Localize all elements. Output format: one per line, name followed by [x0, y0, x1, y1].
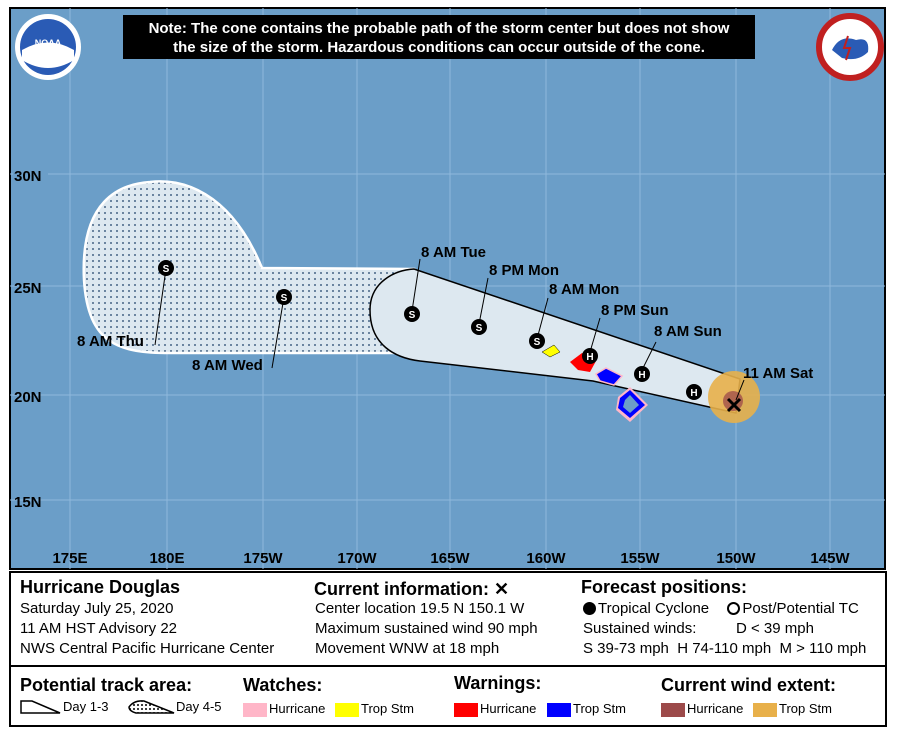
- lon-label-175e: 175E: [52, 550, 87, 567]
- marker-8am-thu: S: [158, 260, 174, 276]
- post-tc-label: Post/Potential TC: [742, 600, 859, 617]
- label-8am-sun: 8 AM Sun: [654, 323, 722, 340]
- label-8pm-sun: 8 PM Sun: [601, 302, 669, 319]
- lon-label-175w: 175W: [243, 550, 283, 567]
- marker-8pm-sun: H: [582, 348, 598, 364]
- noaa-logo: NOAA: [15, 14, 81, 80]
- lat-label-30n: 30N: [14, 168, 42, 185]
- watch-tropstm-swatch: [335, 703, 359, 717]
- warning-tropstm-maui: [594, 367, 624, 386]
- marker-symbol: S: [163, 264, 170, 275]
- wind-tropstm-swatch: [753, 703, 777, 717]
- storm-name: Hurricane Douglas: [20, 577, 181, 597]
- depression-label: D < 39 mph: [736, 620, 814, 637]
- noaa-logo-text: NOAA: [35, 38, 62, 48]
- forecast-positions-title: Forecast positions:: [581, 577, 748, 597]
- nws-logo: [816, 13, 884, 81]
- watch-tropstm-niihau: [541, 344, 561, 358]
- lon-label-170w: 170W: [337, 550, 377, 567]
- marker-symbol: H: [586, 352, 593, 363]
- label-8am-mon: 8 AM Mon: [549, 281, 619, 298]
- watch-hurricane-swatch: [243, 703, 267, 717]
- current-location: Center location 19.5 N 150.1 W: [315, 600, 525, 617]
- wind-hurricane-label: Hurricane: [687, 701, 744, 716]
- lon-label-145w: 145W: [810, 550, 850, 567]
- forecast-legend-row: Tropical Cyclone Post/Potential TC: [583, 600, 859, 617]
- warn-hurricane-label: Hurricane: [480, 701, 537, 716]
- label-8pm-mon: 8 PM Mon: [489, 262, 559, 279]
- marker-symbol: S: [409, 310, 416, 321]
- panel-divider: [11, 665, 885, 667]
- label-11am-sat: 11 AM Sat: [743, 365, 813, 382]
- tropical-cyclone-icon: [583, 602, 596, 615]
- lon-label-155w: 155W: [620, 550, 660, 567]
- current-position-x-icon: [726, 397, 742, 413]
- storm-date: Saturday July 25, 2020: [20, 600, 174, 617]
- marker-8pm-mon: S: [471, 319, 487, 335]
- warn-tropstm-swatch: [547, 703, 571, 717]
- marker-12: H: [686, 384, 702, 400]
- label-8am-thu: 8 AM Thu: [77, 333, 144, 350]
- wind-tropstm-label: Trop Stm: [779, 701, 832, 716]
- lon-label-165w: 165W: [430, 550, 470, 567]
- forecast-map: 30N 25N 20N 15N 175E 180E 175W 170W 165W…: [9, 7, 886, 570]
- note-line-2: the size of the storm. Hazardous conditi…: [173, 39, 705, 56]
- day13-cone-icon: [20, 700, 61, 714]
- day45-cone-icon: [128, 700, 175, 714]
- lat-label-20n: 20N: [14, 389, 42, 406]
- sustained-winds-label: Sustained winds:: [583, 620, 697, 637]
- marker-symbol: S: [281, 293, 288, 304]
- marker-8am-sun: H: [634, 366, 650, 382]
- note-banner: [123, 15, 755, 59]
- current-wind: Maximum sustained wind 90 mph: [315, 620, 538, 637]
- marker-symbol: H: [690, 388, 697, 399]
- post-tc-icon: [727, 602, 741, 615]
- wind-hurricane-swatch: [661, 703, 685, 717]
- island-interior: [623, 395, 639, 413]
- current-info-title: Current information: ✕: [314, 579, 509, 600]
- warnings-title: Warnings:: [454, 673, 542, 693]
- watch-hurricane-label: Hurricane: [269, 701, 326, 716]
- lat-label-15n: 15N: [14, 494, 42, 511]
- current-movement: Movement WNW at 18 mph: [315, 640, 500, 657]
- warn-tropstm-label: Trop Stm: [573, 701, 626, 716]
- marker-8am-mon: S: [529, 333, 545, 349]
- note-line-1: Note: The cone contains the probable pat…: [149, 20, 730, 37]
- day45-label: Day 4-5: [176, 699, 222, 714]
- wind-extent-title: Current wind extent:: [661, 675, 837, 695]
- lon-label-180e: 180E: [149, 550, 184, 567]
- marker-8am-tue: S: [404, 306, 420, 322]
- marker-8am-wed: S: [276, 289, 292, 305]
- watch-tropstm-label: Trop Stm: [361, 701, 414, 716]
- current-info-marker-icon: ✕: [494, 579, 510, 599]
- marker-symbol: S: [476, 323, 483, 334]
- marker-symbol: H: [638, 370, 645, 381]
- lat-label-25n: 25N: [14, 280, 42, 297]
- watches-title: Watches:: [243, 675, 323, 695]
- lon-label-160w: 160W: [526, 550, 566, 567]
- label-8am-tue: 8 AM Tue: [421, 244, 486, 261]
- warn-hurricane-swatch: [454, 703, 478, 717]
- current-info-title-text: Current information:: [314, 579, 489, 599]
- info-panel: Hurricane Douglas Saturday July 25, 2020…: [9, 571, 887, 727]
- day13-label: Day 1-3: [63, 699, 109, 714]
- storm-advisory: 11 AM HST Advisory 22: [20, 620, 178, 637]
- lon-label-150w: 150W: [716, 550, 756, 567]
- cone-day-4-5: [82, 180, 416, 355]
- tropical-cyclone-label: Tropical Cyclone: [598, 600, 710, 617]
- wind-scale: S 39-73 mph H 74-110 mph M > 110 mph: [583, 640, 867, 657]
- track-area-title: Potential track area:: [20, 675, 193, 695]
- marker-symbol: S: [534, 337, 541, 348]
- storm-center: NWS Central Pacific Hurricane Center: [20, 640, 275, 657]
- label-8am-wed: 8 AM Wed: [192, 357, 263, 374]
